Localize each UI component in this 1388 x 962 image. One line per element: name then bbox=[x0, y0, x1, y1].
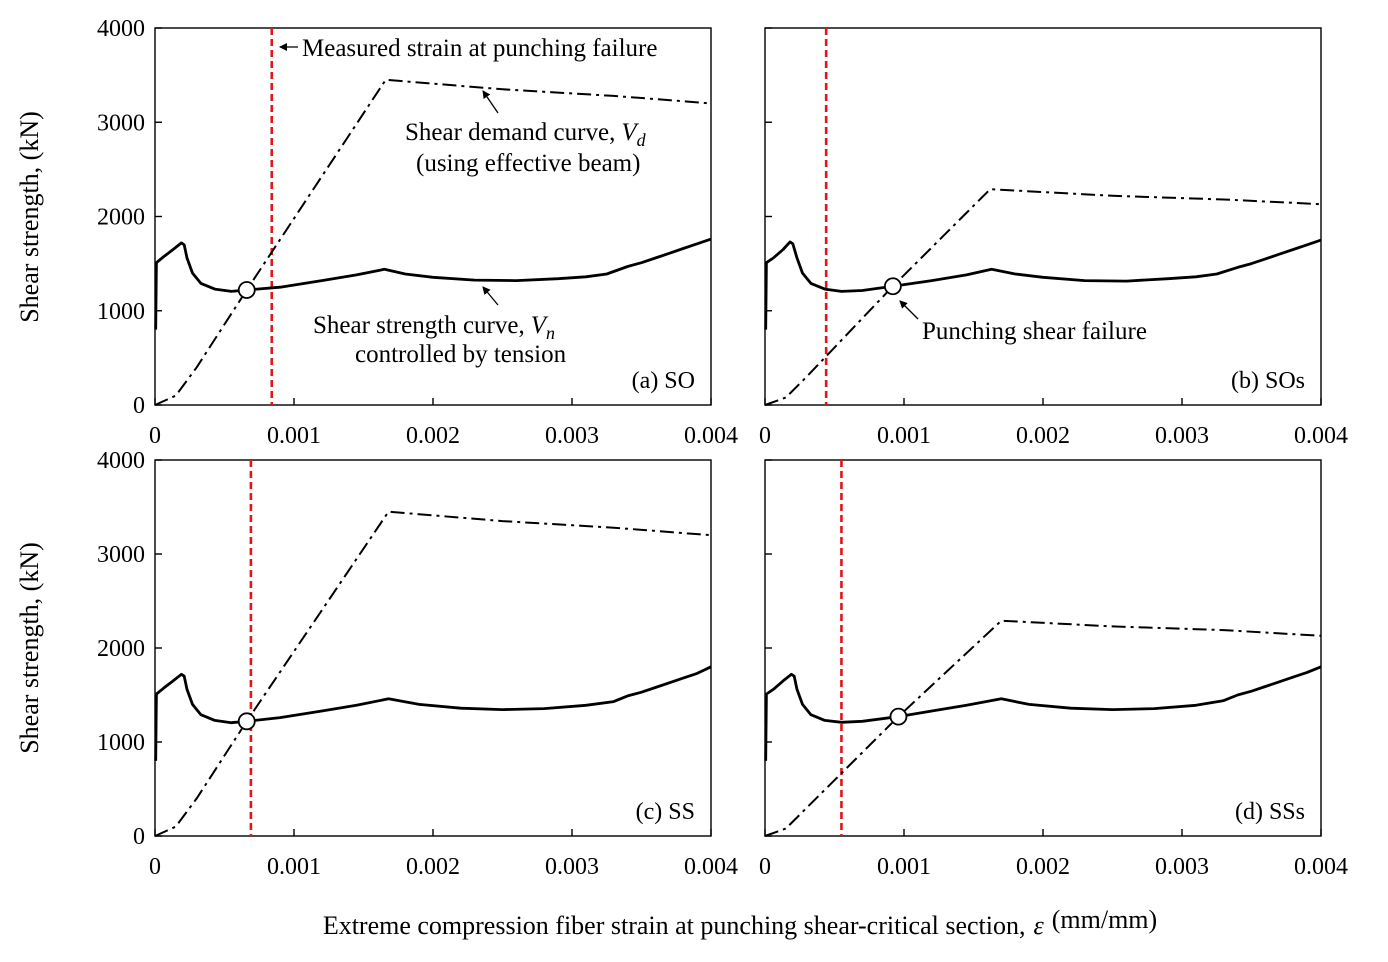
strength-subscript: n bbox=[546, 323, 555, 343]
strength-annotation-text: Shear strength curve, bbox=[313, 312, 525, 339]
plot-frame-c bbox=[154, 459, 712, 837]
x-tick-label-a-2: 0.002 bbox=[406, 423, 460, 449]
y-tick-label-c-0: 0 bbox=[133, 824, 145, 850]
punching-annotation: Punching shear failure bbox=[922, 318, 1147, 345]
plot-frame-d bbox=[764, 459, 1322, 837]
y-axis-label-bottom: Shear strength, (kN) bbox=[15, 542, 44, 754]
demand-subscript: d bbox=[637, 130, 647, 150]
strength-curve-c bbox=[154, 665, 712, 761]
panel-b: 0 0.001 0.002 0.003 0.004 (b) SOs bbox=[759, 27, 1348, 449]
plot-frame-b bbox=[764, 27, 1322, 406]
x-tick-label-a-0: 0 bbox=[149, 423, 161, 449]
demand-curve-b bbox=[764, 188, 1322, 406]
x-axis-label-symbol: ε bbox=[1034, 911, 1045, 940]
intersection-marker-b bbox=[883, 277, 902, 296]
intersection-marker-c bbox=[237, 712, 256, 731]
x-tick-label-a-1: 0.001 bbox=[267, 423, 321, 449]
x-axis-label-unit: (mm/mm) bbox=[1052, 905, 1157, 934]
panel-d: 0 0.001 0.002 0.003 0.004 (d) SSs bbox=[759, 459, 1348, 880]
x-tick-label-d-1: 0.001 bbox=[877, 854, 931, 880]
x-tick-label-a-3: 0.003 bbox=[545, 423, 599, 449]
demand-arrow bbox=[482, 90, 499, 114]
strength-curve-d bbox=[764, 665, 1322, 761]
panel-a: 0 1000 2000 3000 4000 0 0.001 0.002 0.003 0.004 (a… bbox=[97, 16, 738, 449]
strength-annotation-line2: controlled by tension bbox=[355, 341, 567, 368]
x-tick-label-c-0: 0 bbox=[149, 854, 161, 880]
strength-curve-a bbox=[154, 237, 712, 330]
panel-label-a: (a) SO bbox=[632, 368, 695, 394]
x-tick-label-c-3: 0.003 bbox=[545, 854, 599, 880]
panel-label-b: (b) SOs bbox=[1231, 368, 1305, 394]
x-tick-label-b-1: 0.001 bbox=[877, 423, 931, 449]
demand-symbol: V bbox=[621, 119, 639, 146]
demand-curve-d bbox=[764, 619, 1322, 837]
strength-annotation-line1: Shear strength curve, Vn bbox=[313, 312, 555, 343]
y-axis-label-top: Shear strength, (kN) bbox=[15, 111, 44, 323]
demand-curve-c bbox=[154, 510, 712, 837]
strength-symbol: V bbox=[531, 312, 549, 339]
x-axis-label-text: Extreme compression fiber strain at punc… bbox=[323, 911, 1026, 940]
y-tick-label-c-2: 2000 bbox=[97, 636, 145, 662]
x-tick-label-d-3: 0.003 bbox=[1155, 854, 1209, 880]
strength-curve-b bbox=[764, 238, 1322, 330]
x-tick-label-d-4: 0.004 bbox=[1294, 854, 1348, 880]
panel-label-c: (c) SS bbox=[636, 799, 695, 825]
intersection-marker-d bbox=[889, 707, 908, 726]
x-tick-label-b-3: 0.003 bbox=[1155, 423, 1209, 449]
y-tick-label-a-0: 0 bbox=[133, 393, 145, 419]
x-tick-label-b-2: 0.002 bbox=[1016, 423, 1070, 449]
x-tick-label-c-4: 0.004 bbox=[684, 854, 738, 880]
x-tick-label-b-0: 0 bbox=[759, 423, 771, 449]
x-tick-label-b-4: 0.004 bbox=[1294, 423, 1348, 449]
y-tick-label-c-1: 1000 bbox=[97, 730, 145, 756]
annotations: Measured strain at punching failure Shea… bbox=[279, 35, 1147, 368]
intersection-marker-a bbox=[237, 281, 256, 299]
demand-curve-a bbox=[154, 78, 712, 406]
y-tick-label-a-4: 4000 bbox=[97, 16, 145, 42]
panel-label-d: (d) SSs bbox=[1235, 799, 1305, 825]
panel-c: 0 1000 2000 3000 4000 0 0.001 0.002 0.003 0.004 (c… bbox=[97, 448, 738, 880]
y-tick-label-c-4: 4000 bbox=[97, 448, 145, 474]
y-tick-label-a-2: 2000 bbox=[97, 205, 145, 231]
y-tick-label-a-3: 3000 bbox=[97, 110, 145, 136]
measured-annotation: Measured strain at punching failure bbox=[302, 35, 657, 62]
punching-arrow bbox=[899, 300, 919, 320]
x-tick-label-a-4: 0.004 bbox=[684, 423, 738, 449]
x-tick-label-d-0: 0 bbox=[759, 854, 771, 880]
x-tick-label-c-1: 0.001 bbox=[267, 854, 321, 880]
x-tick-label-d-2: 0.002 bbox=[1016, 854, 1070, 880]
strength-arrow bbox=[482, 286, 499, 306]
x-axis-label: Extreme compression fiber strain at punc… bbox=[323, 905, 1157, 940]
demand-annotation-line2: (using effective beam) bbox=[416, 150, 640, 177]
x-tick-label-c-2: 0.002 bbox=[406, 854, 460, 880]
y-tick-label-c-3: 3000 bbox=[97, 542, 145, 568]
demand-annotation-line1: Shear demand curve, Vd bbox=[405, 119, 647, 150]
y-tick-label-a-1: 1000 bbox=[97, 299, 145, 325]
demand-annotation-text: Shear demand curve, bbox=[405, 119, 615, 146]
